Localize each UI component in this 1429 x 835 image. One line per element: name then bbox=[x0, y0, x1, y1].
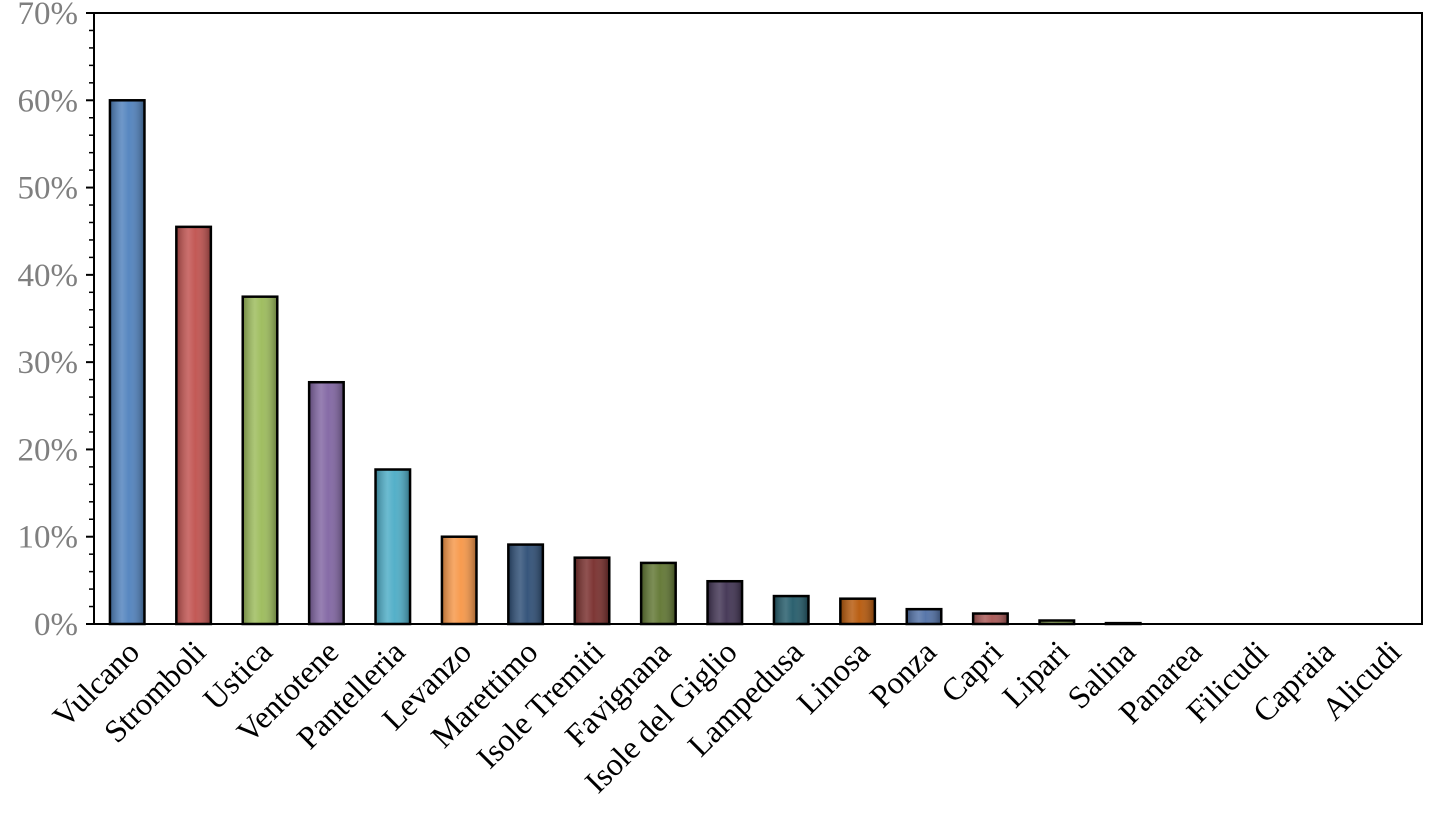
plot-area bbox=[93, 12, 1423, 625]
bar-shading bbox=[374, 468, 412, 626]
bar-linosa bbox=[839, 597, 877, 626]
bar-shading bbox=[839, 597, 877, 626]
y-tick-label: 60% bbox=[18, 83, 79, 119]
bar-shading bbox=[175, 225, 213, 626]
y-tick-label: 20% bbox=[18, 432, 79, 468]
y-axis: 0% 10% 20% 30% 40% 50% 60% 70% bbox=[18, 0, 94, 643]
y-tick-label: 30% bbox=[18, 345, 79, 381]
bar-shading bbox=[706, 579, 744, 626]
x-tick-label: Lipari bbox=[995, 633, 1076, 714]
bar-shading bbox=[507, 543, 545, 626]
bar-pantelleria bbox=[374, 468, 412, 626]
bar-salina bbox=[1104, 621, 1142, 626]
bar-shading bbox=[971, 612, 1009, 626]
y-tick-label: 50% bbox=[18, 171, 79, 207]
bar-lampedusa bbox=[772, 594, 810, 626]
bar-ventotene bbox=[307, 380, 345, 626]
x-tick-label: Capri bbox=[934, 633, 1010, 709]
bar-isole-tremiti bbox=[573, 556, 611, 626]
bar-lipari bbox=[1038, 619, 1076, 626]
bar-shading bbox=[1104, 621, 1142, 626]
bar-marettimo bbox=[507, 543, 545, 626]
y-tick-label: 0% bbox=[34, 607, 78, 643]
bar-levanzo bbox=[440, 535, 478, 626]
bar-shading bbox=[108, 99, 146, 626]
y-tick-label: 10% bbox=[18, 520, 79, 556]
bar-shading bbox=[639, 561, 677, 626]
bar-favignana bbox=[639, 561, 677, 626]
bar-stromboli bbox=[175, 225, 213, 626]
bar-capri bbox=[971, 612, 1009, 626]
x-tick-label: Ponza bbox=[862, 633, 943, 714]
bar-vulcano bbox=[108, 99, 146, 626]
y-tick-label: 70% bbox=[18, 0, 79, 32]
bar-shading bbox=[241, 295, 279, 626]
bar-series bbox=[108, 99, 1142, 626]
bar-shading bbox=[307, 380, 345, 626]
bar-shading bbox=[772, 594, 810, 626]
y-tick-label: 40% bbox=[18, 258, 79, 294]
bar-shading bbox=[573, 556, 611, 626]
bar-ustica bbox=[241, 295, 279, 626]
bar-shading bbox=[905, 607, 943, 626]
bar-isole-del-giglio bbox=[706, 579, 744, 626]
bar-shading bbox=[1038, 619, 1076, 626]
bar-ponza bbox=[905, 607, 943, 626]
bar-shading bbox=[440, 535, 478, 626]
x-axis-labels: VulcanoStromboliUsticaVentotenePanteller… bbox=[45, 633, 1407, 799]
x-tick-label: Linosa bbox=[790, 633, 877, 720]
